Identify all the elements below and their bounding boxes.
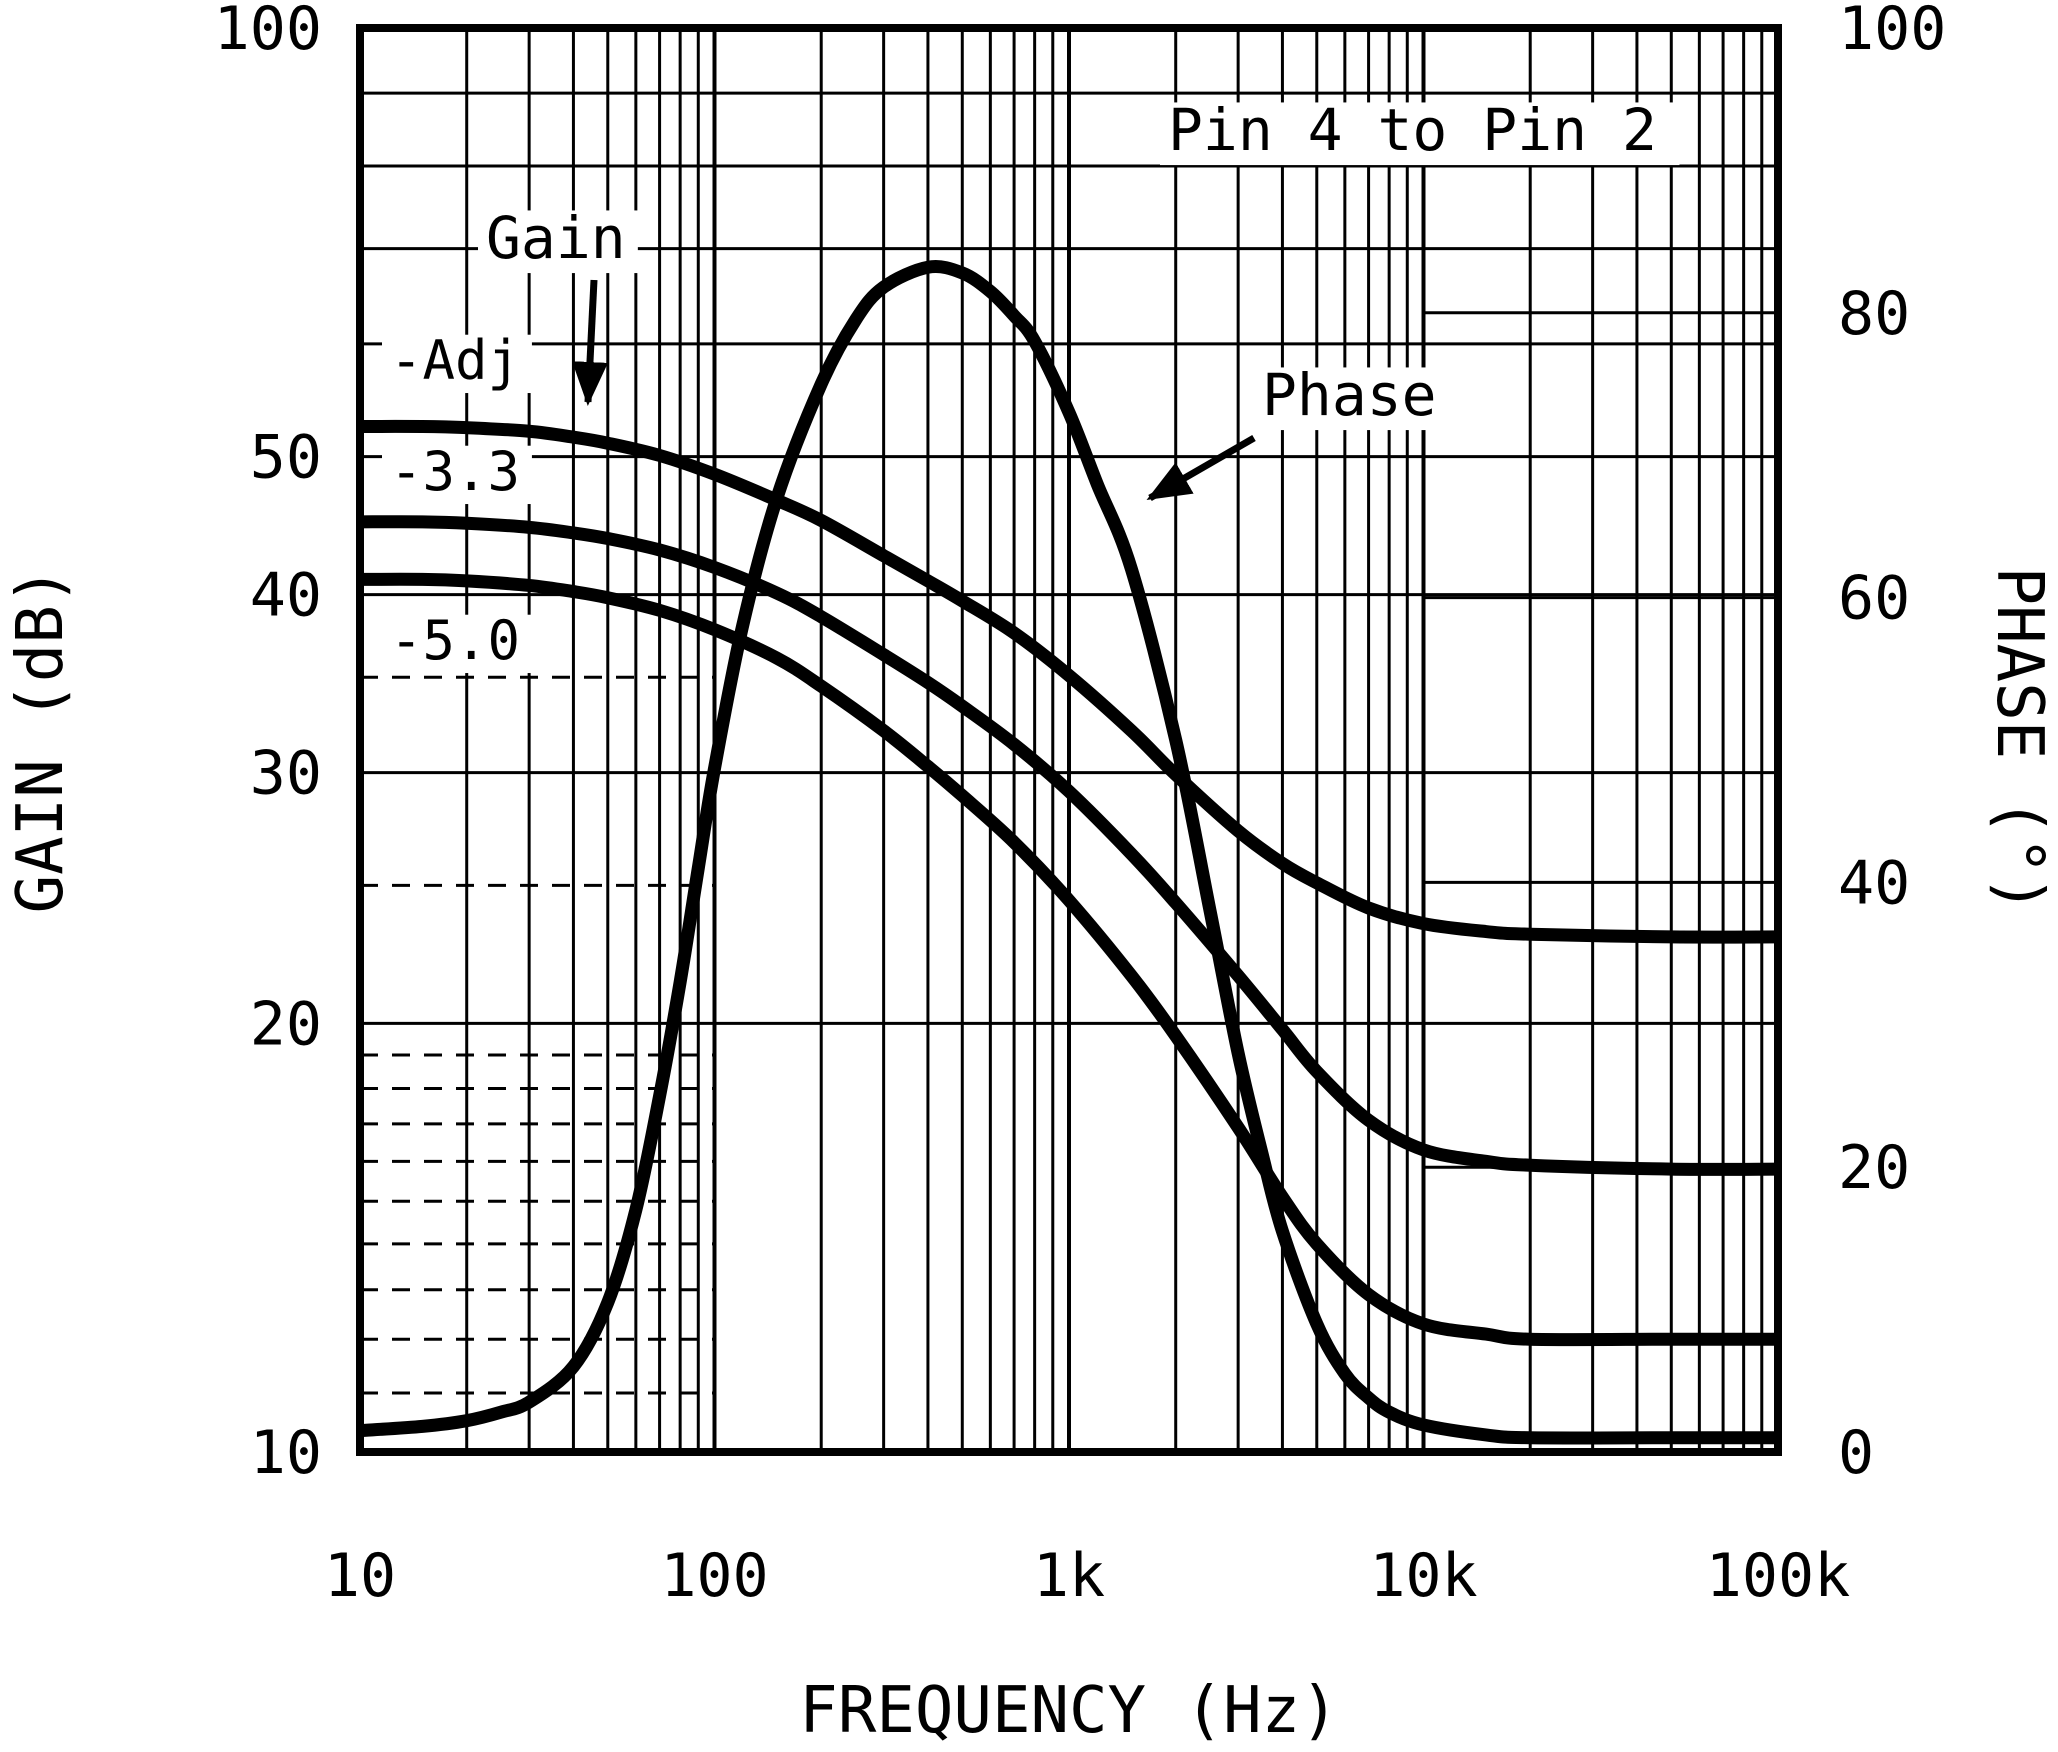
phase-tick-label: 80: [1838, 279, 1910, 349]
phase-tick-label: 40: [1838, 848, 1910, 918]
x-tick-label: 10k: [1369, 1541, 1477, 1611]
gain-tick-labels: 100 50 40 30 20 10: [214, 0, 322, 1488]
phase-label-mask: [1254, 367, 1450, 431]
gain-tick-label: 30: [250, 739, 322, 809]
x-tick-label: 1k: [1033, 1541, 1105, 1611]
x-tick-labels: 10 100 1k 10k 100k: [324, 1541, 1850, 1611]
gain-label: Gain: [486, 204, 626, 272]
gain-label-mask: [478, 210, 638, 274]
gain-tick-label: 50: [250, 423, 322, 493]
phase-label: Phase: [1262, 361, 1437, 429]
gain-tick-label: 40: [250, 561, 322, 631]
phase-tick-label: 0: [1838, 1418, 1874, 1488]
y-axis-left-title: GAIN (dB): [4, 567, 78, 914]
phase-tick-labels: 100 80 60 40 20 0: [1838, 0, 1946, 1488]
curve-gain-3p3: [358, 515, 1780, 1176]
x-tick-label: 100k: [1706, 1541, 1851, 1611]
y-axis-right-title: PHASE (°): [1982, 567, 2056, 914]
curve-gain-adj: [358, 419, 1780, 944]
phase-tick-label: 100: [1838, 0, 1946, 64]
curve-label-5p0-mask: [382, 614, 532, 674]
gain-arrow: [571, 279, 608, 406]
curve-label-3p3: -3.3: [390, 440, 520, 503]
x-axis-title: FREQUENCY (Hz): [799, 1674, 1338, 1748]
x-tick-label: 10: [324, 1541, 396, 1611]
gain-tick-label: 20: [250, 989, 322, 1059]
curve-label-adj-mask: [382, 334, 532, 394]
plot-border: [356, 24, 1782, 1456]
phase-tick-label: 20: [1838, 1133, 1910, 1203]
phase-tick-label: 60: [1838, 564, 1910, 634]
phase-arrow: [1146, 434, 1256, 502]
gain-tick-label: 100: [214, 0, 322, 64]
curve-label-adj: -Adj: [390, 329, 520, 392]
curves: [358, 260, 1780, 1445]
curve-label-5p0: -5.0: [390, 609, 520, 672]
curve-phase: [358, 260, 1780, 1445]
x-tick-label: 100: [660, 1541, 768, 1611]
curve-label-3p3-mask: [382, 445, 532, 505]
curve-gain-5p0: [358, 572, 1780, 1347]
gain-tick-label: 10: [250, 1418, 322, 1488]
pin-note-mask: [1160, 102, 1680, 166]
pin-note: Pin 4 to Pin 2: [1168, 96, 1657, 164]
